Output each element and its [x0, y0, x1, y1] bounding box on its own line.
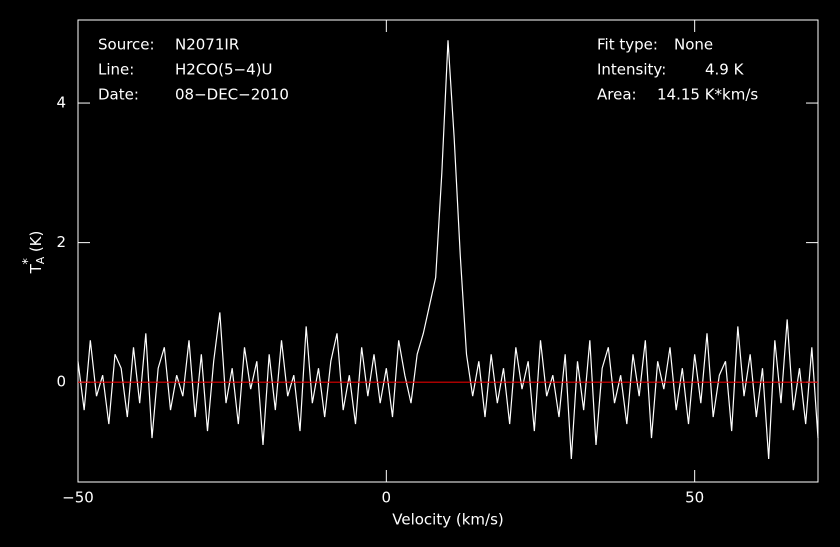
plot-frame	[77, 19, 819, 483]
y-axis-label: TA* (K)	[21, 231, 48, 275]
annotation-label: Line:	[98, 61, 134, 79]
y-tick-label: 4	[56, 94, 66, 112]
spectrum-line	[77, 40, 819, 460]
x-tick-label: −50	[62, 489, 94, 507]
annotation-value: 08−DEC−2010	[175, 86, 289, 104]
y-tick-label: 0	[56, 373, 66, 391]
y-label-sub: A	[34, 256, 47, 264]
annotation-label: Area:	[597, 86, 637, 104]
y-label-main: T	[27, 263, 45, 274]
annotation-label: Fit type:	[597, 36, 658, 54]
annotation-value: N2071IR	[175, 36, 239, 54]
annotation-value: H2CO(5−4)U	[175, 61, 272, 79]
x-tick-label: 0	[382, 489, 392, 507]
x-axis-label: Velocity (km/s)	[392, 511, 503, 529]
x-tick-label: 50	[685, 489, 704, 507]
annotation-label: Date:	[98, 86, 139, 104]
annotation-value: 14.15 K*km/s	[657, 86, 758, 104]
y-label-unit: (K)	[27, 231, 45, 253]
annotation-label: Intensity:	[597, 61, 666, 79]
y-label-sup: *	[21, 258, 36, 265]
annotation-value: 4.9 K	[705, 61, 745, 79]
y-tick-label: 2	[56, 233, 66, 251]
annotation-value: None	[674, 36, 713, 54]
annotation-label: Source:	[98, 36, 155, 54]
